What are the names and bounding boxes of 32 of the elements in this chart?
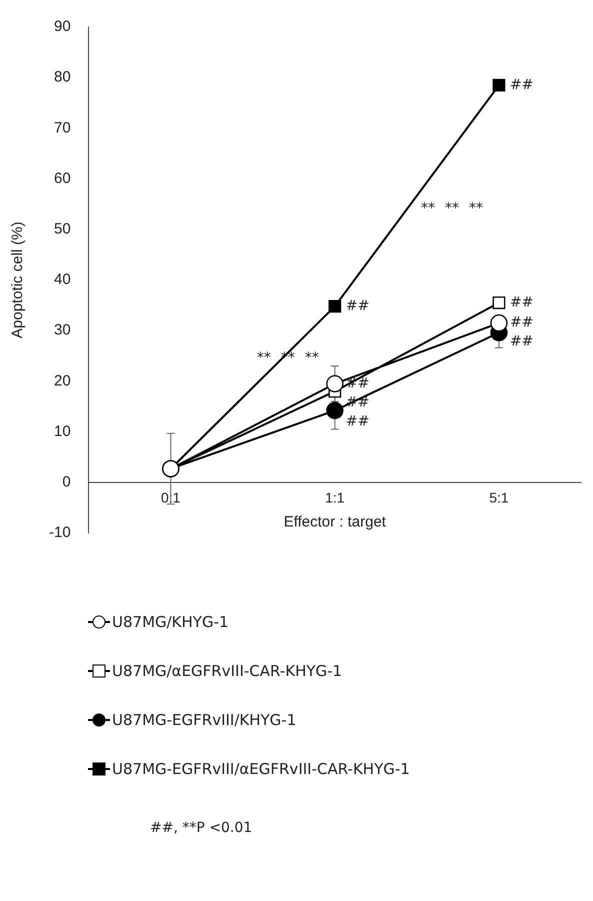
annotation: ** [468, 200, 483, 217]
legend-label: U87MG-EGFRvIII/αEGFRvIII-CAR-KHYG-1 [112, 760, 410, 778]
annotation: ## [510, 314, 534, 331]
legend-label: U87MG/KHYG-1 [112, 612, 229, 630]
x-tick-label: 1:1 [325, 490, 345, 506]
annotation: ## [510, 294, 534, 310]
y-tick-label: 30 [54, 322, 71, 339]
y-tick-label: 10 [54, 422, 71, 440]
annotation: ## [346, 413, 370, 430]
y-axis-title: Apoptotic cell (%) [9, 222, 26, 338]
legend-label: U87MG/αEGFRvIII-CAR-KHYG-1 [112, 662, 342, 680]
text: ##, **P <0.01 [150, 820, 254, 836]
y-tick-label: 60 [54, 170, 71, 187]
annotation: ## [510, 334, 534, 350]
y-tick-label: 90 [54, 18, 71, 36]
annotation: ## [510, 76, 534, 93]
x-tick-label: 5:1 [489, 490, 509, 506]
y-tick-label: 80 [54, 68, 71, 86]
y-tick-label: -10 [48, 524, 71, 542]
annotation: ** [444, 200, 459, 217]
y-tick-label: 40 [54, 271, 71, 288]
x-axis-title: Effector : target [284, 513, 387, 530]
annotation: ** [256, 350, 271, 366]
y-tick-label: 0 [62, 474, 71, 491]
annotation: ** [304, 350, 319, 366]
legend-label: U87MG-EGFRvIII/KHYG-1 [112, 710, 296, 728]
annotation: ## [346, 375, 370, 392]
y-tick-label: 70 [54, 119, 71, 136]
annotation: ** [420, 200, 435, 217]
y-tick-label: 20 [54, 372, 71, 390]
y-tick-label: 50 [54, 220, 71, 238]
annotation: ## [346, 298, 370, 314]
